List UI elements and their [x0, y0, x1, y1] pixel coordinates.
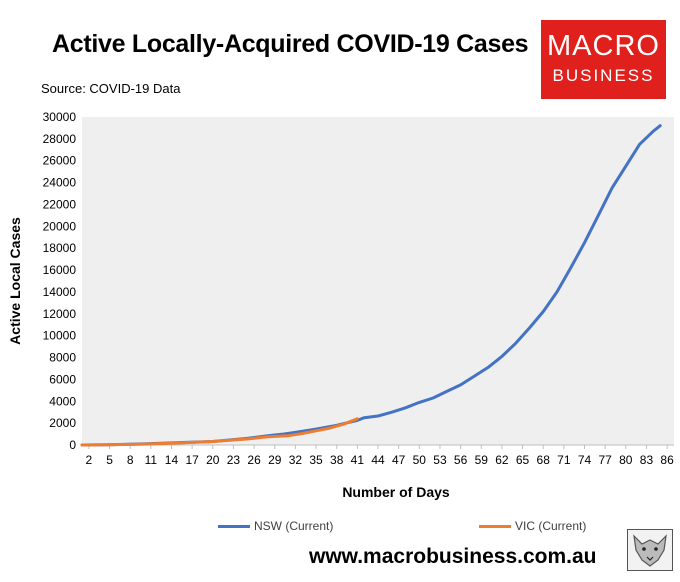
wolf-icon	[627, 529, 673, 571]
y-axis-title: Active Local Cases	[7, 217, 23, 345]
x-tick-label: 62	[495, 453, 509, 467]
x-axis-title: Number of Days	[342, 484, 450, 500]
logo-line-2: BUSINESS	[552, 66, 655, 85]
y-tick-label: 26000	[43, 154, 77, 168]
x-tick-label: 17	[185, 453, 199, 467]
x-tick-label: 20	[206, 453, 220, 467]
x-tick-label: 8	[127, 453, 134, 467]
y-tick-label: 30000	[43, 110, 77, 124]
plot-area	[82, 117, 674, 445]
y-tick-label: 0	[69, 438, 76, 452]
x-tick-label: 50	[413, 453, 427, 467]
y-axis-ticks: 0 2000 4000 6000 8000 10000 12000 14000 16000 180…	[43, 110, 77, 452]
chart-title: Active Locally-Acquired COVID-19 Cases	[52, 30, 529, 58]
x-axis-ticks: 2 5 8 11 14 17 20 23 26 29 32 35 38 41 44 47 50 53 56 59 62 6…	[82, 444, 674, 467]
y-tick-label: 12000	[43, 307, 77, 321]
y-tick-label: 8000	[49, 351, 76, 365]
x-tick-label: 77	[598, 453, 612, 467]
x-tick-label: 26	[247, 453, 261, 467]
x-tick-label: 86	[660, 453, 674, 467]
x-tick-label: 83	[640, 453, 654, 467]
legend-label-vic: VIC (Current)	[515, 519, 587, 533]
legend-item-vic: VIC (Current)	[479, 519, 586, 533]
x-tick-label: 68	[537, 453, 551, 467]
x-tick-label: 35	[309, 453, 323, 467]
x-tick-label: 38	[330, 453, 344, 467]
y-tick-label: 6000	[49, 372, 76, 386]
x-tick-label: 14	[165, 453, 179, 467]
y-tick-label: 2000	[49, 416, 76, 430]
x-tick-label: 47	[392, 453, 406, 467]
x-tick-label: 41	[351, 453, 365, 467]
x-tick-label: 11	[145, 453, 158, 467]
logo-line-1: MACRO	[547, 30, 660, 62]
x-tick-label: 5	[106, 453, 113, 467]
x-tick-label: 32	[289, 453, 303, 467]
x-tick-label: 56	[454, 453, 468, 467]
y-tick-label: 24000	[43, 176, 77, 190]
x-tick-label: 23	[227, 453, 241, 467]
x-tick-label: 59	[475, 453, 489, 467]
series-line-vic	[80, 417, 359, 447]
series-lines	[80, 124, 662, 447]
x-tick-label: 29	[268, 453, 282, 467]
y-tick-label: 16000	[43, 263, 77, 277]
y-tick-label: 4000	[49, 394, 76, 408]
source-note: Source: COVID-19 Data	[41, 81, 181, 96]
site-url[interactable]: www.macrobusiness.com.au	[309, 545, 597, 568]
x-tick-label: 80	[619, 453, 633, 467]
legend-swatch-vic	[479, 524, 511, 528]
y-tick-label: 22000	[43, 197, 77, 211]
legend-swatch-nsw	[218, 524, 250, 528]
x-tick-label: 65	[516, 453, 530, 467]
x-tick-label: 71	[557, 453, 571, 467]
x-tick-label: 2	[86, 453, 93, 467]
legend-item-nsw: NSW (Current)	[218, 519, 333, 533]
line-chart: 0 2000 4000 6000 8000 10000 12000 14000 16000 180…	[7, 110, 674, 500]
x-tick-label: 44	[371, 453, 385, 467]
x-tick-label: 74	[578, 453, 592, 467]
x-tick-label: 53	[433, 453, 447, 467]
legend-label-nsw: NSW (Current)	[254, 519, 334, 533]
y-tick-label: 10000	[43, 329, 77, 343]
y-tick-label: 14000	[43, 285, 77, 299]
macro-business-logo[interactable]: MACRO BUSINESS	[541, 20, 666, 99]
y-tick-label: 28000	[43, 132, 77, 146]
y-tick-label: 18000	[43, 241, 77, 255]
y-tick-label: 20000	[43, 219, 77, 233]
